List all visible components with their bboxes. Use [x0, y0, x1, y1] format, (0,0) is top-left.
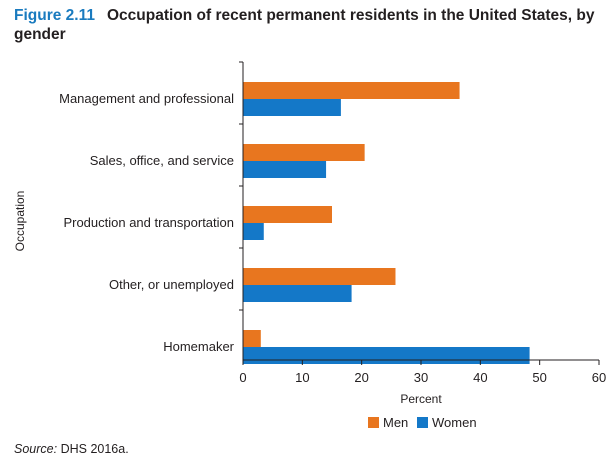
x-tick-label: 50: [532, 370, 546, 385]
x-tick-label: 0: [239, 370, 246, 385]
bar-women-0: [243, 99, 341, 116]
x-tick-label: 60: [592, 370, 606, 385]
source-text: DHS 2016a.: [60, 442, 129, 456]
x-tick-label: 30: [414, 370, 428, 385]
x-tick-label: 40: [473, 370, 487, 385]
bar-chart: Management and professional Sales, office…: [13, 61, 606, 430]
category-label: Management and professional: [59, 91, 234, 106]
category-label: Sales, office, and service: [90, 153, 234, 168]
bar-women-2: [243, 223, 264, 240]
bar-men-4: [243, 330, 261, 347]
bar-women-4: [243, 347, 530, 364]
bar-men-3: [243, 268, 396, 285]
bar-men-0: [243, 82, 460, 99]
bar-women-1: [243, 161, 327, 178]
figure-title: Figure 2.11 Occupation of recent permanen…: [14, 6, 604, 44]
legend-swatch-men: [368, 417, 379, 428]
legend-label-women: Women: [432, 415, 477, 430]
source-note: Source: DHS 2016a.: [14, 442, 129, 456]
bar-women-3: [243, 285, 352, 302]
figure-title-text: Occupation of recent permanent residents…: [14, 7, 595, 43]
source-label: Source:: [14, 442, 58, 456]
y-axis-title: Occupation: [13, 191, 27, 252]
category-label: Homemaker: [163, 339, 234, 354]
x-tick-label: 10: [295, 370, 309, 385]
bar-men-2: [243, 206, 332, 223]
legend-label-men: Men: [383, 415, 408, 430]
legend-swatch-women: [417, 417, 428, 428]
x-tick-label: 20: [354, 370, 368, 385]
category-label: Other, or unemployed: [109, 277, 234, 292]
x-axis-title: Percent: [400, 392, 442, 406]
category-label: Production and transportation: [63, 215, 234, 230]
figure-number: Figure 2.11: [14, 7, 95, 24]
bar-men-1: [243, 144, 365, 161]
